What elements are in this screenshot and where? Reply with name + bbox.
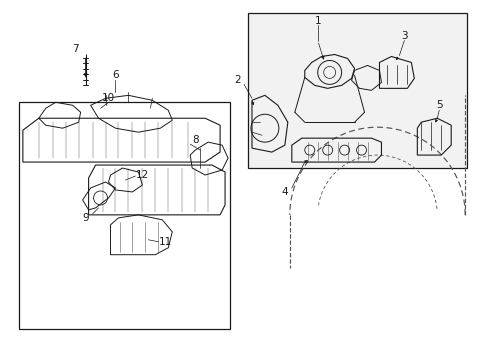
Text: 4: 4	[281, 187, 287, 197]
Text: 11: 11	[159, 237, 172, 247]
Text: 2: 2	[234, 75, 241, 85]
Text: 8: 8	[191, 135, 198, 145]
Text: 1: 1	[314, 15, 321, 26]
Text: 3: 3	[400, 31, 407, 41]
Text: 5: 5	[435, 100, 442, 110]
Polygon shape	[247, 13, 466, 168]
Bar	[19, 102, 229, 329]
Text: 9: 9	[82, 213, 89, 223]
Text: 6: 6	[112, 71, 119, 80]
Text: 10: 10	[102, 93, 115, 103]
Text: 7: 7	[72, 44, 79, 54]
Text: 12: 12	[136, 170, 149, 180]
